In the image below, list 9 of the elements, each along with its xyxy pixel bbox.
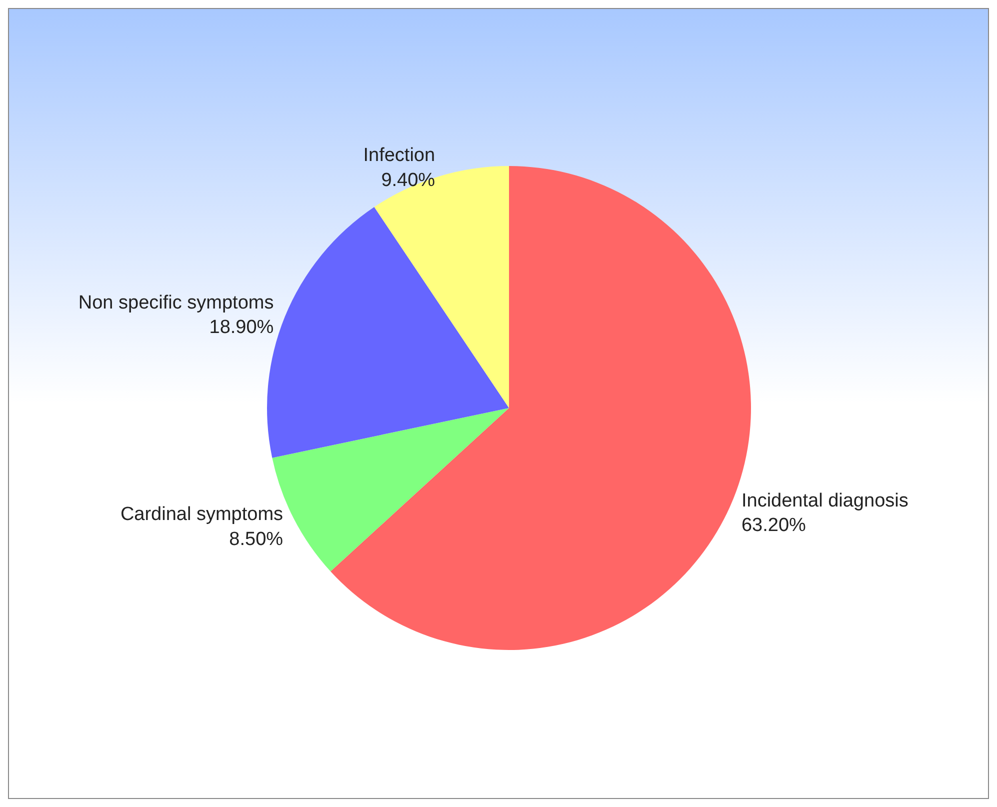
slice-label: Cardinal symptoms	[120, 504, 284, 526]
pie-slice	[374, 166, 509, 408]
data-label: 63.20%	[741, 515, 806, 536]
slice-label: Incidental diagnosis	[741, 490, 908, 512]
data-label: 18.90%	[209, 317, 274, 338]
data-label: 9.40%	[381, 170, 436, 191]
slice-label: Non specific symptoms	[78, 292, 274, 314]
slice-label: Infection	[363, 145, 436, 166]
data-label: 8.50%	[229, 528, 284, 550]
